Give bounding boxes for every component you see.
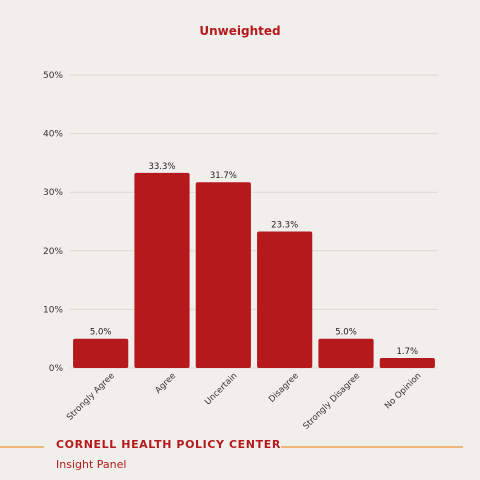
gridlines (70, 74, 438, 369)
footer-rule-left (0, 446, 44, 448)
footer-rule-right (281, 446, 463, 448)
data-label: 5.0% (335, 328, 357, 338)
y-tick-label: 0% (49, 364, 64, 374)
y-tick-label: 10% (43, 305, 63, 315)
y-tick-label: 30% (43, 188, 63, 198)
data-label: 33.3% (148, 162, 175, 172)
x-tick-label: Strongly Agree (65, 371, 117, 423)
x-tick-label: Disagree (267, 371, 301, 405)
data-label: 1.7% (397, 347, 419, 357)
data-label: 5.0% (90, 328, 112, 338)
x-tick-label: Uncertain (203, 371, 239, 407)
bar-disagree (257, 231, 313, 368)
bar-agree (134, 172, 190, 368)
bar-no-opinion (379, 358, 435, 368)
bar-uncertain (195, 182, 251, 368)
data-labels: 5.0% 33.3% 31.7% 23.3% 5.0% 1.7% (90, 162, 418, 357)
data-label: 31.7% (210, 171, 237, 181)
y-tick-label: 40% (43, 130, 63, 140)
x-tick-label: No Opinion (383, 371, 423, 411)
bar-strongly-disagree (318, 338, 374, 368)
organization-name: CORNELL HEALTH POLICY CENTER (56, 438, 281, 451)
y-tick-label: 20% (43, 247, 63, 257)
y-axis-ticks: 0% 10% 20% 30% 40% 50% (43, 71, 63, 374)
bars (73, 172, 435, 368)
data-label: 23.3% (271, 220, 298, 230)
footer-subtitle: Insight Panel (56, 458, 127, 471)
chart-title: Unweighted (199, 24, 280, 38)
x-axis-ticks: Strongly Agree Agree Uncertain Disagree Stro… (65, 371, 423, 432)
bar-strongly-agree (73, 338, 129, 368)
footer: CORNELL HEALTH POLICY CENTER Insight Pan… (0, 436, 480, 476)
x-tick-label: Strongly Disagree (301, 371, 362, 432)
x-tick-label: Agree (153, 371, 178, 396)
y-tick-label: 50% (43, 71, 63, 81)
